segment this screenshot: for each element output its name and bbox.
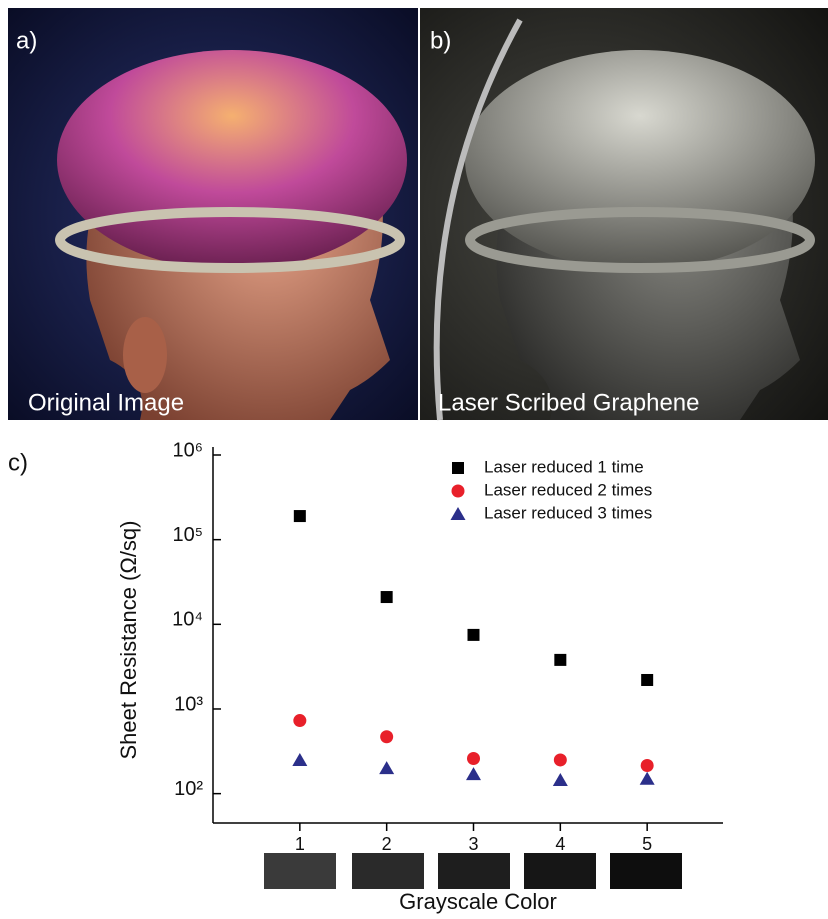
marker-triangle	[466, 767, 481, 780]
x-tick-label: 4	[555, 834, 565, 854]
marker-square	[554, 654, 566, 666]
panel-label: b)	[430, 27, 451, 54]
photo-graphene	[420, 8, 828, 420]
x-tick-label: 3	[468, 834, 478, 854]
photo-caption: Original Image	[28, 389, 184, 416]
panel-label: c)	[8, 449, 28, 476]
y-tick-label: 10²	[174, 778, 203, 800]
x-tick-label: 2	[382, 834, 392, 854]
y-tick-label: 10⁵	[172, 524, 203, 546]
figure: a) Original Image b) Laser Scribed Graph…	[0, 0, 828, 914]
legend-label: Laser reduced 3 times	[484, 503, 652, 522]
marker-circle	[641, 759, 654, 772]
panel-label: a)	[16, 27, 37, 54]
marker-triangle	[379, 761, 394, 774]
marker-triangle	[451, 507, 466, 520]
x-tick-label: 5	[642, 834, 652, 854]
marker-square	[468, 629, 480, 641]
y-axis-label: Sheet Resistance (Ω/sq)	[116, 521, 141, 760]
photo-original	[8, 8, 418, 420]
x-tick-label: 1	[295, 834, 305, 854]
marker-square	[294, 510, 306, 522]
marker-triangle	[640, 772, 655, 785]
legend-label: Laser reduced 1 time	[484, 457, 644, 476]
page: {"panels": [{"label": "a)", "caption": "…	[0, 0, 828, 919]
marker-circle	[452, 485, 465, 498]
photo-caption: Laser Scribed Graphene	[438, 389, 700, 416]
y-tick-label: 10³	[174, 693, 203, 715]
marker-circle	[380, 730, 393, 743]
x-axis-label: Grayscale Color	[399, 889, 557, 914]
marker-square	[452, 462, 464, 474]
marker-circle	[554, 753, 567, 766]
marker-circle	[467, 752, 480, 765]
marker-circle	[293, 714, 306, 727]
y-tick-label: 10⁶	[173, 439, 203, 461]
marker-square	[381, 591, 393, 603]
legend-label: Laser reduced 2 times	[484, 480, 652, 499]
marker-triangle	[292, 753, 307, 766]
marker-square	[641, 674, 653, 686]
grayscale-swatches	[264, 853, 682, 889]
y-tick-label: 10⁴	[172, 609, 203, 631]
marker-triangle	[553, 773, 568, 786]
